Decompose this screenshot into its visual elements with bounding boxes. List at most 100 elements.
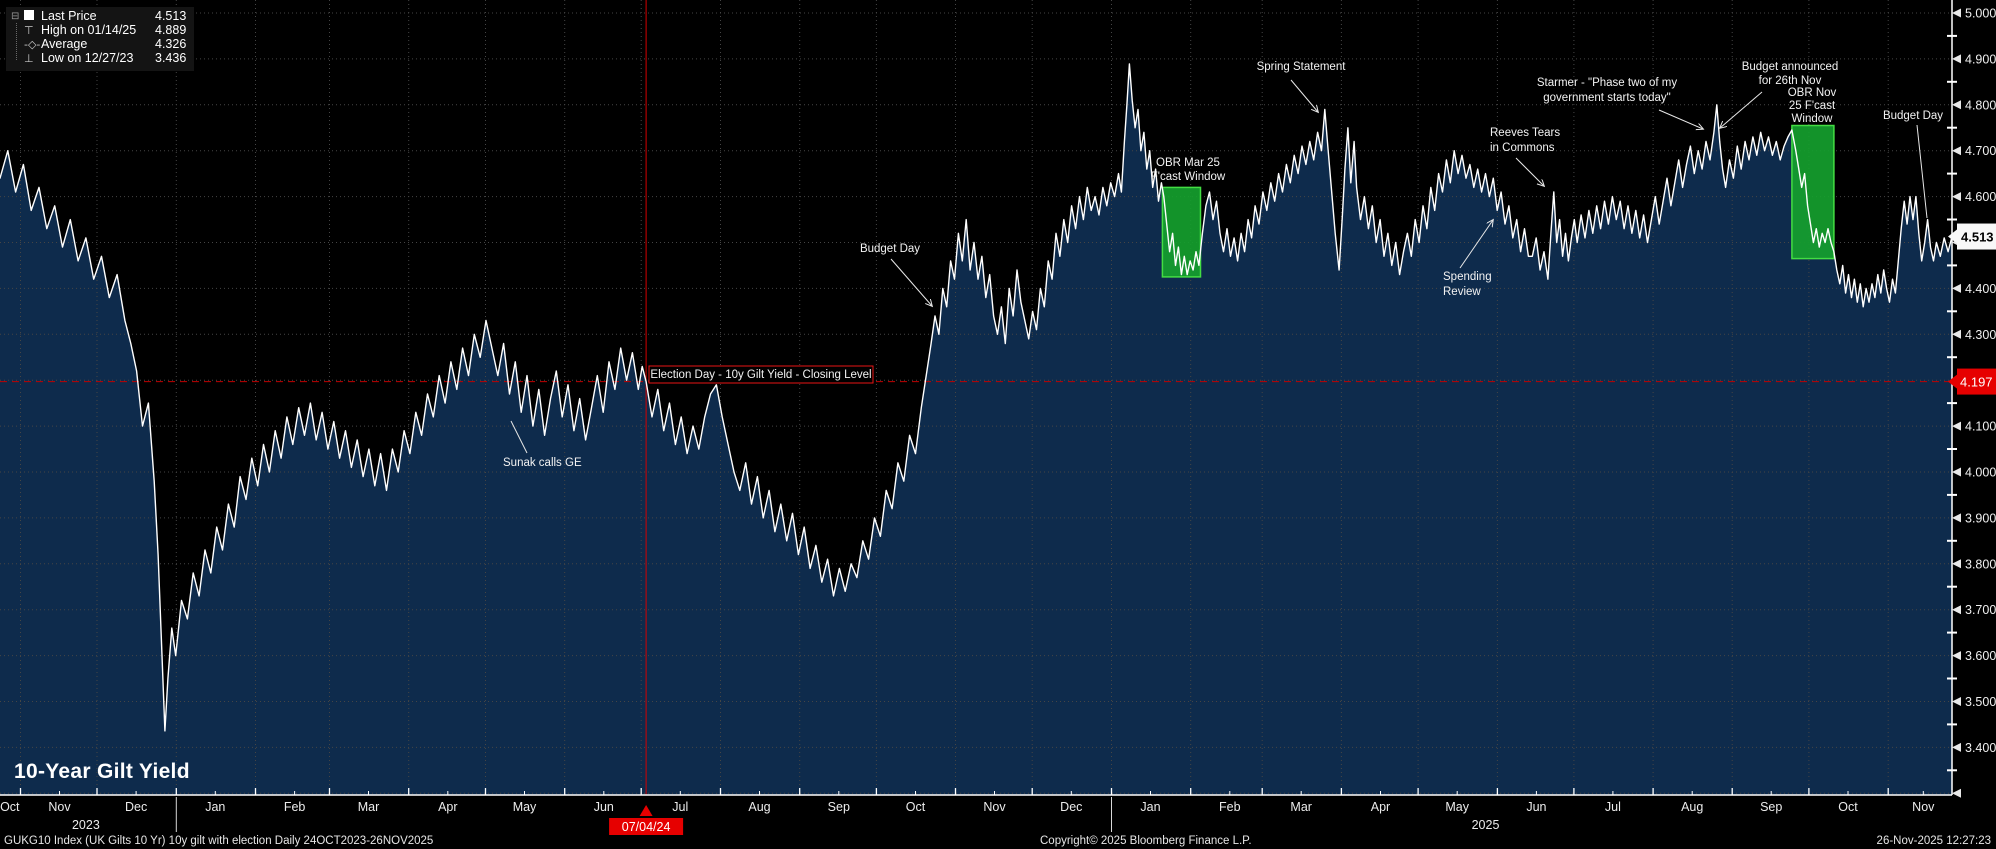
legend-row-high-on-01-14-25[interactable]: ⊤ High on 01/14/25 4.889 [24, 23, 186, 38]
x-month-label: May [1445, 800, 1469, 814]
x-month-label: Apr [1371, 800, 1390, 814]
annotation-reeves-tears: Reeves Tears in Commons [1490, 127, 1560, 186]
last-price-badge [1957, 223, 1996, 250]
last-price-badge-label: 4.513 [1961, 230, 1994, 245]
legend-tree: ⊟ [11, 10, 24, 66]
annotation-text: Budget Day [860, 243, 920, 255]
annotation-text: Budget Day [1883, 110, 1943, 122]
annotation-text: government starts today" [1543, 92, 1670, 104]
x-month-label: Feb [284, 800, 306, 814]
legend-expander-icon[interactable]: ⊟ [11, 11, 20, 22]
annotation-text: OBR Nov [1788, 87, 1837, 99]
election-level-badge [1957, 368, 1996, 395]
legend-value: 4.326 [155, 37, 187, 51]
x-month-label: Mar [358, 800, 380, 814]
y-tick-arrow [1952, 100, 1961, 110]
last-price-badge-arrow [1948, 229, 1957, 244]
timestamp: 26-Nov-2025 12:27:23 [1876, 835, 1991, 847]
x-month-label: Oct [1838, 800, 1858, 814]
annotation-spring-statement: Spring Statement [1257, 61, 1347, 112]
annotation-text: Budget announced [1742, 61, 1839, 73]
annotation-sunak-calls-ge: Sunak calls GE [503, 420, 582, 469]
y-tick-arrow [1952, 513, 1961, 523]
area-fill [0, 63, 1952, 795]
annotation-leader-line [890, 258, 932, 306]
security-description: GUKG10 Index (UK Gilts 10 Yr) 10y gilt w… [4, 835, 434, 847]
y-tick-label: 3.900 [1965, 511, 1996, 525]
annotation-text: Review [1443, 286, 1481, 298]
legend-row-low-on-12-27-23[interactable]: ⊥ Low on 12/27/23 3.436 [24, 51, 187, 66]
annotation-election-day-label: Election Day - 10y Gilt Yield - Closing … [648, 365, 874, 384]
y-tick-arrow [1952, 54, 1961, 64]
y-tick-label: 3.700 [1965, 603, 1996, 617]
election-level-badge-label: 4.197 [1960, 375, 1993, 390]
annotations: Sunak calls GE Election Day - 10y Gilt Yi… [503, 61, 1943, 469]
legend-row-average[interactable]: -◇- Average 4.326 [24, 37, 187, 52]
legend-marker-square-icon [24, 10, 41, 23]
legend-label: Last Price [41, 9, 97, 23]
y-tick-label: 3.600 [1965, 649, 1996, 663]
x-month-label: Dec [1060, 800, 1082, 814]
election-level-badge-arrow [1948, 374, 1957, 389]
y-tick-arrow [1952, 605, 1961, 615]
legend-value: 3.436 [155, 51, 187, 65]
y-tick-arrow [1952, 742, 1961, 752]
x-month-label: Aug [1681, 800, 1703, 814]
election-date-badge-label: 07/04/24 [622, 820, 671, 834]
x-month-label: Nov [1912, 800, 1935, 814]
annotation-leader-line [1720, 91, 1763, 128]
legend-label: High on 01/14/25 [41, 23, 137, 37]
annotation-leader-line [1658, 109, 1703, 129]
annotation-leader-line [1459, 220, 1493, 269]
annotation-text: Election Day - 10y Gilt Yield - Closing … [650, 369, 871, 381]
y-tick-arrow [1952, 192, 1961, 202]
legend-tree-line [16, 23, 17, 60]
x-month-label: Jul [1605, 800, 1621, 814]
annotation-text: Sunak calls GE [503, 457, 582, 469]
legend-marker-avg-icon: -◇- [24, 38, 41, 51]
y-tick-arrow [1952, 146, 1961, 156]
annotation-leader-line [1515, 157, 1544, 186]
annotation-budget-day-2025: Budget Day [1883, 110, 1943, 219]
status-bar: GUKG10 Index (UK Gilts 10 Yr) 10y gilt w… [0, 834, 1996, 849]
y-tick-label: 4.000 [1965, 466, 1996, 480]
x-month-label: Jun [594, 800, 614, 814]
annotation-box [648, 365, 874, 384]
election-date-badge [609, 818, 684, 835]
y-tick-label: 3.500 [1965, 695, 1996, 709]
annotation-leader-line [510, 420, 528, 454]
legend-label: Average [41, 37, 88, 51]
election-marker-arrow [639, 805, 653, 816]
annotation-text: Spring Statement [1257, 61, 1347, 73]
annotation-text: Window [1792, 113, 1834, 125]
y-tick-label: 4.800 [1965, 98, 1996, 112]
annotation-text: in Commons [1490, 142, 1555, 154]
y-tick-label: 4.600 [1965, 190, 1996, 204]
annotation-spending-review: Spending Review [1443, 220, 1493, 298]
axis-badges: 4.513 4.197 [1948, 223, 1996, 395]
x-month-label: Oct [906, 800, 926, 814]
annotation-text: Reeves Tears [1490, 127, 1560, 139]
x-month-label: Oct [0, 800, 20, 814]
y-tick-arrow [1952, 559, 1961, 569]
annotation-text: OBR Mar 25 [1156, 157, 1220, 169]
y-tick-label: 4.300 [1965, 328, 1996, 342]
y-tick-label: 5.000 [1965, 7, 1996, 21]
y-tick-label: 4.900 [1965, 52, 1996, 66]
y-tick-arrow [1952, 329, 1961, 339]
x-month-label: May [513, 800, 537, 814]
legend-marker-low-icon: ⊥ [24, 52, 34, 65]
y-tick-arrow [1952, 467, 1961, 477]
x-month-label: Nov [48, 800, 71, 814]
x-month-label: Sep [828, 800, 850, 814]
legend-row-last-price[interactable]: Last Price 4.513 [24, 10, 186, 23]
x-year-label: 2023 [72, 818, 100, 832]
x-month-label: Feb [1219, 800, 1241, 814]
annotation-leader-line [1290, 79, 1318, 112]
x-month-label: Jan [1140, 800, 1160, 814]
legend-label: Low on 12/27/23 [41, 51, 134, 65]
x-month-label: Jan [205, 800, 225, 814]
